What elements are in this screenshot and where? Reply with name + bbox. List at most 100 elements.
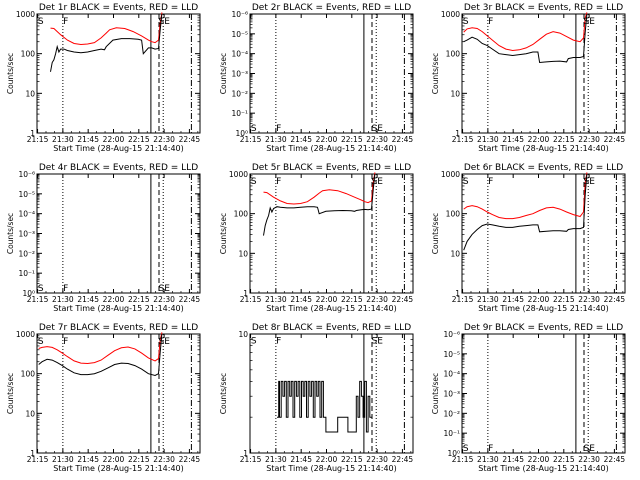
x-tick-label: 22:30 (153, 295, 175, 304)
x-tick-label: 22:30 (153, 135, 175, 144)
x-axis-label: Start Time (28-Aug-15 21:14:40) (478, 144, 609, 153)
x-tick-label: 21:30 (265, 135, 287, 144)
plot-title: Det 3r BLACK = Events, RED = LLD (464, 3, 623, 13)
y-tick-label: 10⁻⁵ (443, 350, 460, 359)
x-tick-label: 22:45 (392, 455, 414, 464)
x-axis-label: Start Time (28-Aug-15 21:14:40) (266, 464, 397, 473)
x-tick-label: 21:15 (240, 295, 262, 304)
y-axis-label: Counts/sec (431, 373, 440, 414)
x-tick-label: 21:30 (52, 455, 74, 464)
plot-panel-8: Det 8r BLACK = Events, RED = LLD 1 10 21:15… (219, 323, 414, 473)
plot-frame (461, 333, 626, 454)
y-axis-label: Counts/sec (6, 373, 15, 414)
x-tick-label: 22:00 (528, 135, 550, 144)
x-tick-label: 21:45 (290, 455, 312, 464)
time-marker-label: S (463, 444, 469, 454)
time-marker-label: SE (158, 284, 170, 294)
y-axis-label: Counts/sec (219, 213, 228, 254)
x-tick-label: 22:15 (341, 455, 363, 464)
time-marker-label: S (251, 124, 257, 134)
plot-frame (36, 13, 201, 134)
y-tick-label: 10⁰ (447, 449, 460, 458)
time-marker-label: S (38, 284, 44, 294)
y-tick-label: 1000 (441, 10, 460, 19)
x-tick-label: 22:15 (553, 295, 575, 304)
x-tick-label: 22:15 (553, 135, 575, 144)
plot-frame (36, 333, 201, 454)
x-tick-label: 22:00 (316, 455, 338, 464)
x-tick-label: 22:00 (103, 455, 125, 464)
lld-series-line (263, 172, 376, 205)
y-tick-label: 10⁻³ (231, 70, 248, 79)
y-tick-label: 10⁻¹ (231, 109, 248, 118)
time-marker-label: S (251, 177, 257, 187)
y-axis-label: Counts/sec (6, 53, 15, 94)
plot-title: Det 5r BLACK = Events, RED = LLD (252, 163, 411, 173)
plot-panel-2: Det 2r BLACK = Events, RED = LLD 10⁰ 10⁻¹ 1… (219, 3, 414, 153)
events-series-line (463, 13, 588, 64)
time-marker-label: S (463, 177, 469, 187)
x-tick-label: 21:45 (290, 295, 312, 304)
y-tick-label: 10⁻³ (443, 390, 460, 399)
x-tick-label: 21:45 (502, 135, 524, 144)
plot-title: Det 7r BLACK = Events, RED = LLD (39, 323, 198, 333)
plot-frame (249, 333, 414, 454)
x-tick-label: 22:45 (392, 135, 414, 144)
time-marker-label: F (63, 337, 68, 347)
x-tick-label: 21:30 (52, 295, 74, 304)
y-tick-label: 10⁻⁴ (231, 50, 248, 59)
x-tick-label: 21:15 (27, 295, 49, 304)
time-marker-label: F (488, 177, 493, 187)
plot-frame (461, 13, 626, 134)
x-tick-label: 21:15 (452, 295, 474, 304)
y-tick-label: 10⁻¹ (443, 429, 460, 438)
y-tick-label: 10⁰ (235, 129, 248, 138)
y-tick-label: 1 (455, 129, 460, 138)
x-tick-label: 22:00 (528, 295, 550, 304)
x-tick-label: 22:15 (341, 135, 363, 144)
y-tick-label: 100 (21, 50, 36, 59)
x-tick-label: 21:30 (477, 135, 499, 144)
y-tick-label: 1 (243, 289, 248, 298)
y-tick-label: 1 (455, 289, 460, 298)
plot-panel-4: Det 4r BLACK = Events, RED = LLD 10⁰ 10⁻¹ 1… (6, 163, 201, 313)
time-marker-label: SE (371, 177, 383, 187)
x-tick-label: 22:30 (366, 135, 388, 144)
x-tick-label: 21:45 (77, 455, 99, 464)
time-marker-label: SE (158, 337, 170, 347)
x-tick-label: 22:00 (528, 455, 550, 464)
time-marker-label: F (276, 177, 281, 187)
x-tick-label: 22:45 (179, 455, 201, 464)
time-marker-label: F (63, 284, 68, 294)
plot-panel-6: Det 6r BLACK = Events, RED = LLD 1 10 100 10… (431, 163, 626, 313)
y-axis-label: Counts/sec (6, 213, 15, 254)
x-tick-label: 22:15 (128, 135, 150, 144)
x-tick-label: 22:00 (316, 135, 338, 144)
y-tick-label: 10 (450, 249, 460, 258)
y-tick-label: 10⁻⁶ (18, 170, 35, 179)
x-tick-label: 21:45 (290, 135, 312, 144)
x-tick-label: 21:45 (502, 455, 524, 464)
x-axis-label: Start Time (28-Aug-15 21:14:40) (266, 304, 397, 313)
y-tick-label: 100 (234, 210, 249, 219)
plot-panel-1: Det 1r BLACK = Events, RED = LLD 1 10 100 10… (6, 3, 201, 153)
x-tick-label: 22:15 (553, 455, 575, 464)
x-tick-label: 21:30 (265, 455, 287, 464)
x-tick-label: 22:45 (604, 455, 626, 464)
x-tick-label: 22:00 (103, 295, 125, 304)
y-tick-label: 10⁻⁴ (443, 370, 460, 379)
plot-frame (249, 13, 414, 134)
x-axis-label: Start Time (28-Aug-15 21:14:40) (53, 304, 184, 313)
x-tick-label: 21:30 (477, 455, 499, 464)
events-series-line (263, 173, 376, 236)
y-axis-label: Counts/sec (219, 53, 228, 94)
plot-frame (249, 173, 414, 294)
y-tick-label: 1000 (229, 170, 248, 179)
y-tick-label: 10⁻⁶ (231, 10, 248, 19)
time-marker-label: F (63, 17, 68, 27)
x-tick-label: 21:15 (27, 455, 49, 464)
x-tick-label: 22:15 (128, 295, 150, 304)
time-marker-label: SE (371, 336, 383, 346)
x-tick-label: 22:15 (341, 295, 363, 304)
x-tick-label: 22:30 (366, 295, 388, 304)
